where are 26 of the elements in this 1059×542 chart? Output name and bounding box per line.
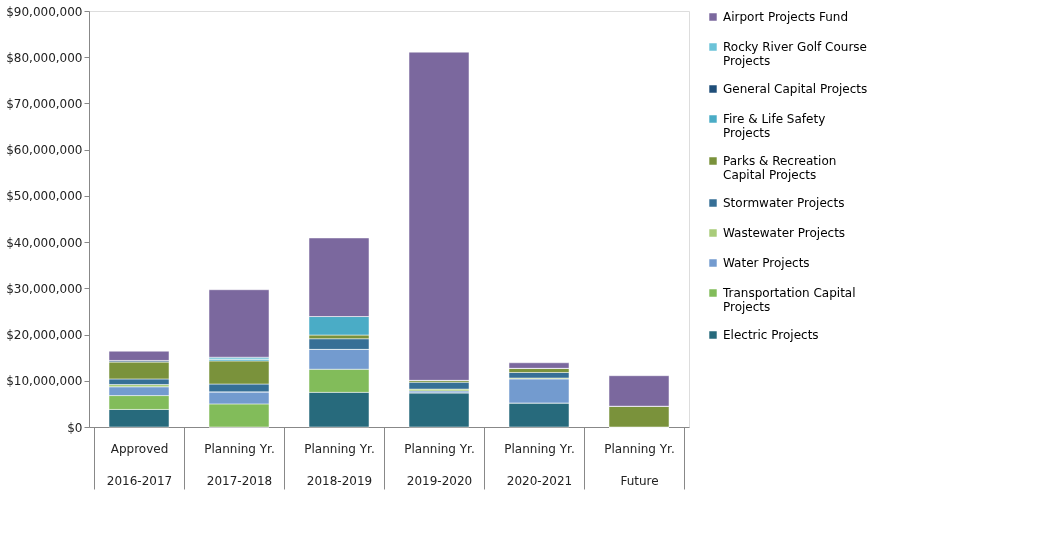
y-tick-label: $90,000,000 (6, 4, 83, 19)
legend-label: Parks & Recreation Capital Projects (723, 154, 837, 182)
category-label: Planning Yr. 2020-2021 (504, 441, 575, 488)
y-tick-label: $30,000,000 (6, 281, 83, 296)
category-label: Planning Yr. Future (604, 441, 675, 488)
legend-label: General Capital Projects (723, 82, 868, 96)
y-tick-label: $10,000,000 (6, 374, 83, 389)
y-tick-label: $0 (67, 420, 83, 435)
category-label: Approved 2016-2017 (106, 441, 173, 488)
category-label: Planning Yr. 2018-2019 (304, 441, 375, 488)
y-tick-label: $50,000,000 (6, 189, 83, 204)
y-tick-label: $80,000,000 (6, 50, 83, 65)
y-tick-label: $60,000,000 (6, 143, 83, 158)
category-label: Planning Yr. 2019-2020 (404, 441, 475, 488)
legend-label: Stormwater Projects (723, 196, 845, 210)
legend-label: Electric Projects (723, 328, 819, 342)
legend-label: Rocky River Golf Course Projects (723, 40, 867, 68)
legend-label: Fire & Life Safety Projects (723, 112, 826, 140)
legend-label: Wastewater Projects (723, 226, 846, 240)
legend-label: Airport Projects Fund (723, 10, 849, 24)
y-tick-label: $20,000,000 (6, 328, 83, 343)
category-label: Planning Yr. 2017-2018 (204, 441, 275, 488)
legend-label: Water Projects (723, 256, 810, 270)
y-tick-label: $40,000,000 (6, 235, 83, 250)
legend-label: Transportation Capital Projects (722, 286, 856, 314)
y-tick-label: $70,000,000 (6, 96, 83, 111)
